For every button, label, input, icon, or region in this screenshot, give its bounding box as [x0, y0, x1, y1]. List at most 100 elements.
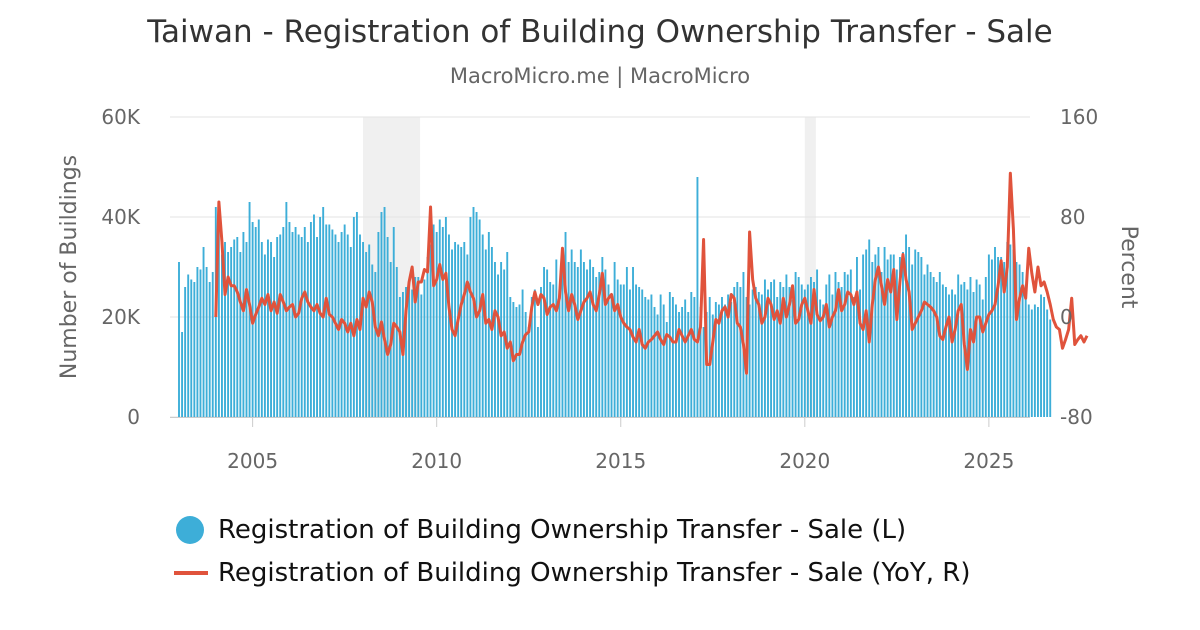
bar	[589, 259, 592, 417]
bar	[714, 302, 717, 417]
bar	[711, 314, 714, 417]
bar	[451, 249, 453, 417]
bar	[224, 242, 226, 417]
bar	[1000, 257, 1003, 417]
bar	[846, 274, 849, 417]
bar	[490, 247, 493, 417]
bar	[681, 307, 684, 417]
bar	[233, 239, 236, 417]
bar	[825, 284, 828, 417]
bar	[898, 257, 901, 417]
left-tick-label: 0	[127, 405, 140, 429]
bar	[524, 312, 527, 417]
bar	[515, 307, 518, 417]
bar	[957, 274, 960, 417]
bar	[871, 262, 874, 417]
bar	[862, 254, 865, 417]
bar	[270, 242, 272, 417]
bar	[313, 214, 315, 417]
bar	[319, 217, 322, 417]
bar	[622, 284, 625, 417]
bar-series	[178, 177, 1052, 417]
x-tick-label: 2020	[779, 449, 830, 473]
bar	[889, 254, 892, 417]
left-axis-title: Number of Buildings	[57, 155, 82, 379]
bar	[503, 269, 506, 417]
bar	[426, 257, 429, 417]
bar	[748, 304, 751, 417]
bar	[460, 247, 463, 417]
bar	[619, 284, 622, 417]
bar	[543, 267, 545, 417]
bar	[368, 244, 371, 417]
bar	[699, 307, 702, 417]
bar	[536, 327, 539, 417]
bar	[598, 272, 601, 417]
bar	[635, 284, 638, 417]
bar	[484, 249, 487, 417]
bar	[978, 284, 981, 417]
bar	[776, 297, 779, 417]
bar	[1049, 319, 1052, 417]
left-tick-label: 20K	[101, 305, 140, 329]
bar	[331, 229, 334, 417]
bar	[803, 289, 806, 417]
bar	[509, 297, 512, 417]
legend-item-line[interactable]: Registration of Building Ownership Trans…	[174, 551, 971, 594]
bar	[178, 262, 180, 417]
bar	[987, 254, 990, 417]
bar	[435, 232, 438, 417]
bar	[751, 289, 754, 417]
bar	[690, 292, 693, 417]
bar	[932, 277, 935, 417]
bar	[994, 247, 996, 417]
bar	[638, 287, 641, 417]
x-tick-label: 2015	[595, 449, 646, 473]
bar	[938, 272, 941, 417]
bar	[702, 327, 705, 417]
chart-title: Taiwan - Registration of Building Owners…	[147, 14, 1053, 50]
bar	[438, 219, 441, 417]
legend-item-bars[interactable]: Registration of Building Ownership Trans…	[174, 508, 971, 551]
bar	[300, 237, 303, 417]
bar	[852, 297, 855, 417]
bar	[260, 242, 263, 417]
bar	[276, 237, 279, 417]
bar	[478, 219, 481, 417]
bar	[1003, 262, 1006, 417]
bar	[325, 224, 328, 417]
bar	[770, 282, 773, 417]
bar	[346, 234, 349, 417]
bar	[625, 267, 628, 417]
bar	[954, 294, 957, 417]
bar	[914, 249, 917, 417]
line-series	[214, 171, 1089, 375]
right-tick-label: 0	[1060, 305, 1073, 329]
bar	[828, 274, 831, 417]
bar	[902, 252, 904, 417]
bar	[303, 227, 306, 417]
bar	[779, 282, 782, 417]
left-tick-label: 60K	[101, 105, 140, 129]
bar	[849, 269, 852, 417]
bar	[1027, 304, 1030, 417]
bar	[309, 222, 312, 417]
bar	[923, 274, 926, 417]
bar	[527, 327, 530, 417]
bar	[417, 277, 420, 417]
bar	[352, 217, 355, 417]
bar	[662, 304, 665, 417]
bar	[282, 227, 285, 417]
bar	[497, 274, 499, 417]
bar	[579, 249, 582, 417]
bar	[217, 222, 220, 417]
bar	[221, 254, 223, 417]
bar	[236, 237, 239, 417]
x-tick-label: 2005	[227, 449, 278, 473]
bar	[530, 297, 533, 417]
bar	[607, 284, 610, 417]
bar	[1012, 249, 1015, 417]
bar	[721, 297, 723, 417]
bar	[558, 289, 561, 417]
bar	[843, 272, 846, 417]
